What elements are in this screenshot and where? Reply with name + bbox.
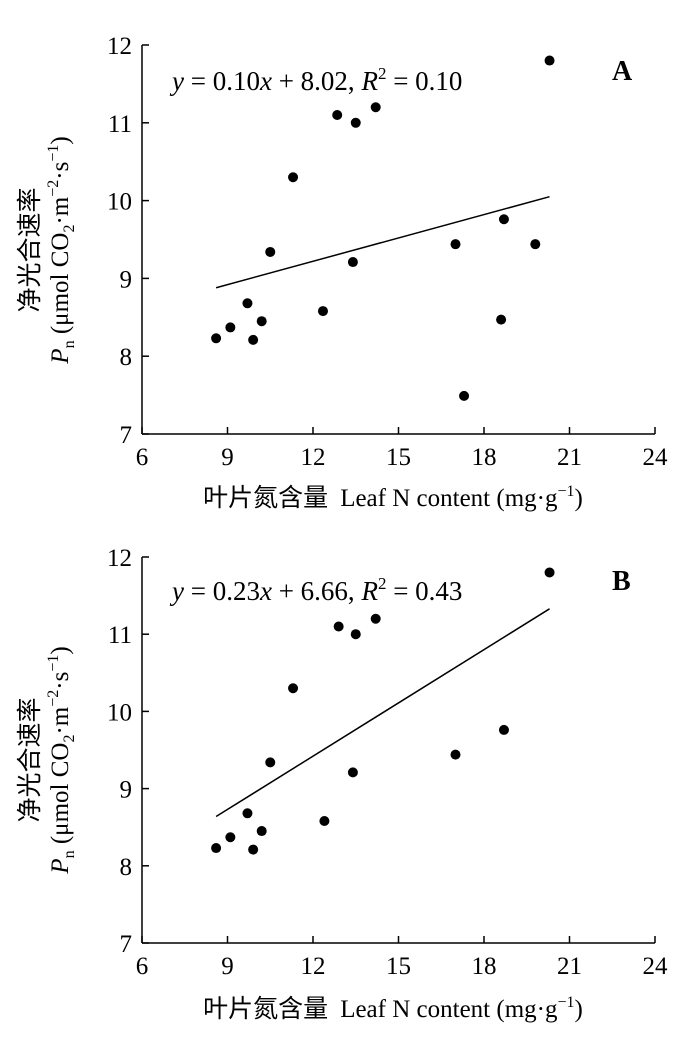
data-point (350, 629, 361, 640)
data-point (450, 239, 461, 250)
x-tick-label: 21 (557, 953, 582, 980)
y-axis-title-zh: 净光合速率 (16, 697, 44, 822)
fit-layer (215, 608, 550, 818)
data-point (498, 214, 509, 225)
x-tick-label: 18 (472, 953, 497, 980)
panel-a: 6 9 12 15 18 21 24 7 8 9 10 11 12 A y = 0.10x + 8.0… (16, 33, 668, 512)
data-point (256, 826, 267, 837)
data-point (544, 567, 555, 578)
data-point (317, 306, 328, 317)
data-point (211, 843, 222, 854)
x-tick-label: 12 (301, 444, 326, 471)
x-tick-label: 6 (136, 444, 149, 471)
data-point (256, 316, 267, 327)
axes (141, 45, 655, 435)
data-point (347, 767, 358, 778)
regression-line (215, 608, 550, 818)
y-tick-label: 12 (107, 33, 132, 60)
data-point (248, 844, 259, 855)
x-axis-title: 叶片氮含量 Leaf N content (mg·g−1) (203, 994, 583, 1023)
x-tick-label: 12 (301, 953, 326, 980)
y-axis-title-en: Pn (μmol CO2·m−2·s−1) (45, 646, 78, 874)
regression-equation: y = 0.10x + 8.02, R2 = 0.10 (169, 64, 462, 96)
y-tick-label: 12 (107, 545, 132, 572)
x-tick-label: 24 (643, 953, 669, 980)
data-point (350, 117, 361, 128)
y-tick-label: 9 (120, 777, 133, 804)
points-layer (211, 567, 555, 855)
x-axis-title: 叶片氮含量 Leaf N content (mg·g−1) (203, 483, 583, 512)
y-tick-label: 8 (120, 854, 133, 881)
data-point (370, 102, 381, 113)
data-point (319, 816, 330, 827)
y-axis-title-en: Pn (μmol CO2·m−2·s−1) (45, 136, 78, 364)
regression-line (215, 195, 550, 289)
data-point (347, 257, 358, 268)
y-tick-label: 11 (108, 111, 132, 138)
points-layer (211, 55, 555, 401)
y-tick-label: 9 (120, 266, 133, 293)
x-tick-label: 9 (221, 953, 234, 980)
x-tick-label: 24 (643, 444, 669, 471)
data-point (288, 683, 299, 694)
panel-b: 6 9 12 15 18 21 24 7 8 9 10 11 12 B y = 0.23x + 6.6… (16, 545, 668, 1023)
x-tick-label: 15 (386, 444, 411, 471)
y-ticks: 7 8 9 10 11 12 (107, 545, 149, 958)
data-point (265, 246, 276, 257)
data-point (530, 239, 541, 250)
y-axis-title-zh: 净光合速率 (16, 187, 44, 312)
data-point (450, 749, 461, 760)
x-tick-label: 18 (472, 444, 497, 471)
panel-label: A (612, 56, 633, 87)
x-tick-label: 9 (221, 444, 234, 471)
data-point (225, 832, 236, 843)
data-point (225, 322, 236, 333)
y-tick-label: 11 (108, 622, 132, 649)
data-point (248, 334, 259, 345)
x-tick-label: 21 (557, 444, 582, 471)
y-tick-label: 7 (120, 931, 133, 958)
data-point (332, 110, 343, 121)
data-point (265, 757, 276, 768)
x-ticks: 6 9 12 15 18 21 24 (136, 427, 668, 471)
panel-label: B (612, 566, 631, 597)
x-tick-label: 6 (136, 953, 149, 980)
y-tick-label: 10 (107, 189, 132, 216)
y-ticks: 7 8 9 10 11 12 (107, 33, 149, 449)
regression-equation: y = 0.23x + 6.66, R2 = 0.43 (169, 574, 462, 606)
axes (141, 557, 655, 944)
x-ticks: 6 9 12 15 18 21 24 (136, 936, 668, 980)
data-point (498, 724, 509, 735)
data-point (242, 808, 253, 819)
fit-layer (215, 195, 550, 289)
x-tick-label: 15 (386, 953, 411, 980)
data-point (370, 613, 381, 624)
data-point (544, 55, 555, 66)
data-point (496, 314, 507, 325)
y-tick-label: 7 (120, 422, 133, 449)
data-point (459, 390, 470, 401)
data-point (288, 172, 299, 183)
data-point (333, 621, 344, 632)
data-point (211, 333, 222, 344)
y-tick-label: 8 (120, 344, 133, 371)
data-point (242, 298, 253, 309)
y-tick-label: 10 (107, 699, 132, 726)
